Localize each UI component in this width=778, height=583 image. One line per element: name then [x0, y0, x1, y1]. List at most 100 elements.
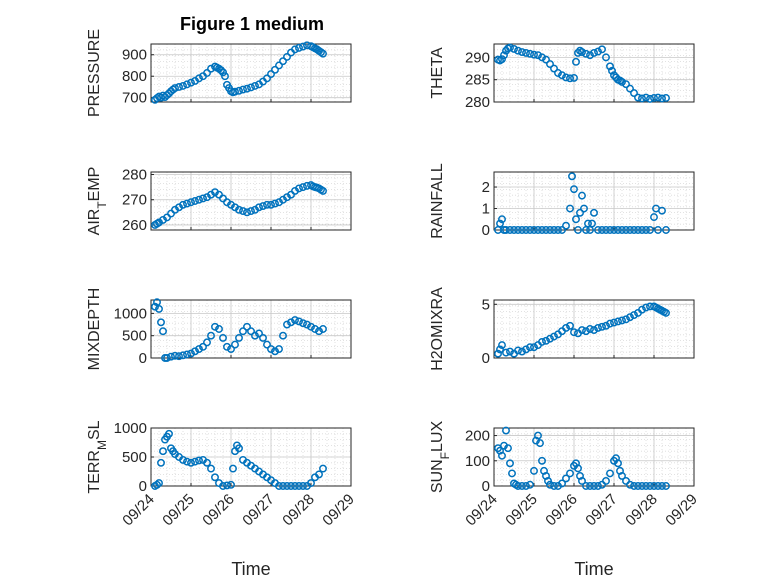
data-point — [263, 74, 271, 83]
data-point — [255, 203, 263, 212]
data-point — [279, 57, 287, 66]
y-tick-label: 500 — [122, 328, 147, 345]
data-point — [203, 338, 211, 347]
data-point — [199, 194, 207, 203]
x-tick-label: 09/28 — [279, 491, 318, 530]
data-point — [522, 48, 530, 57]
data-point — [275, 345, 283, 354]
data-point — [179, 81, 187, 90]
data-point — [211, 322, 219, 331]
data-point — [550, 226, 558, 234]
y-tick-label: 0 — [482, 478, 490, 495]
data-point — [638, 94, 646, 103]
data-point — [538, 456, 546, 465]
x-tick-label: 09/24 — [119, 491, 158, 530]
data-point — [183, 80, 191, 89]
data-point — [638, 482, 646, 490]
data-point — [544, 477, 552, 485]
data-point — [159, 447, 167, 456]
data-point — [618, 77, 626, 86]
data-point — [195, 74, 203, 83]
data-point — [229, 464, 237, 473]
data-point — [526, 480, 534, 489]
data-point — [295, 317, 303, 326]
data-point — [546, 226, 554, 234]
data-point — [606, 319, 614, 328]
y-axis-label: TERRMSL — [86, 420, 109, 493]
subplot-h2omixra: 0 5 H2OMIXRA — [429, 287, 695, 371]
data-point — [550, 332, 558, 341]
data-point — [638, 305, 646, 314]
data-point — [542, 226, 550, 234]
data-point — [606, 469, 614, 478]
data-point — [223, 342, 231, 351]
data-point — [562, 221, 570, 230]
data-point — [518, 226, 526, 234]
data-point — [566, 204, 574, 213]
data-point — [195, 195, 203, 204]
data-point — [658, 94, 666, 103]
data-point — [498, 215, 506, 224]
data-point — [514, 482, 522, 490]
data-point — [606, 226, 614, 234]
data-point — [191, 197, 199, 205]
y-tick-label: 100 — [465, 453, 490, 470]
data-point — [191, 347, 199, 356]
data-point — [319, 186, 327, 195]
data-point — [630, 89, 638, 98]
x-tick-label: 09/28 — [622, 491, 661, 530]
x-tick-label: 09/25 — [502, 491, 541, 530]
data-point — [522, 482, 530, 490]
data-point — [227, 345, 235, 354]
y-tick-label: 285 — [465, 72, 490, 89]
data-point — [159, 327, 167, 336]
data-point — [514, 346, 522, 355]
data-point — [155, 479, 163, 488]
data-point — [534, 226, 542, 234]
data-point — [618, 316, 626, 325]
y-tick-label: 270 — [122, 192, 147, 209]
data-point — [239, 85, 247, 94]
data-point — [642, 93, 650, 102]
data-point — [279, 331, 287, 340]
subplot-air-temp: 260 270 280 AIRTEMP — [86, 167, 352, 235]
data-point — [263, 340, 271, 349]
data-point — [195, 456, 203, 465]
data-point — [572, 57, 580, 66]
data-point — [235, 444, 243, 453]
data-point — [650, 482, 658, 490]
data-point — [199, 342, 207, 351]
x-tick-label: 09/26 — [199, 491, 238, 530]
data-point — [566, 321, 574, 330]
data-point — [594, 47, 602, 56]
data-point — [299, 319, 307, 328]
data-point — [221, 72, 229, 81]
data-point — [311, 325, 319, 333]
data-point — [243, 84, 251, 93]
data-point — [287, 482, 295, 490]
data-point — [570, 328, 578, 337]
data-point — [219, 333, 227, 342]
data-point — [211, 473, 219, 482]
data-point — [558, 479, 566, 488]
data-point — [255, 329, 263, 338]
data-point — [530, 50, 538, 59]
data-point — [518, 48, 526, 56]
y-tick-label: 260 — [122, 217, 147, 234]
data-point — [602, 226, 610, 234]
data-point — [203, 458, 211, 467]
data-point — [646, 482, 654, 490]
data-point — [590, 326, 598, 335]
data-point — [630, 226, 638, 234]
data-point — [153, 480, 161, 489]
data-point — [594, 323, 602, 332]
subplot-sun-flux: 0 100 200 09/24 09/25 09/26 09/27 09/28 09/29 SUN… — [429, 421, 701, 530]
data-point — [183, 457, 191, 466]
data-point — [570, 73, 578, 82]
data-point — [576, 208, 584, 217]
data-point — [496, 219, 504, 228]
data-point — [307, 322, 315, 331]
data-point — [546, 480, 554, 489]
y-tick-label: 5 — [482, 296, 490, 313]
